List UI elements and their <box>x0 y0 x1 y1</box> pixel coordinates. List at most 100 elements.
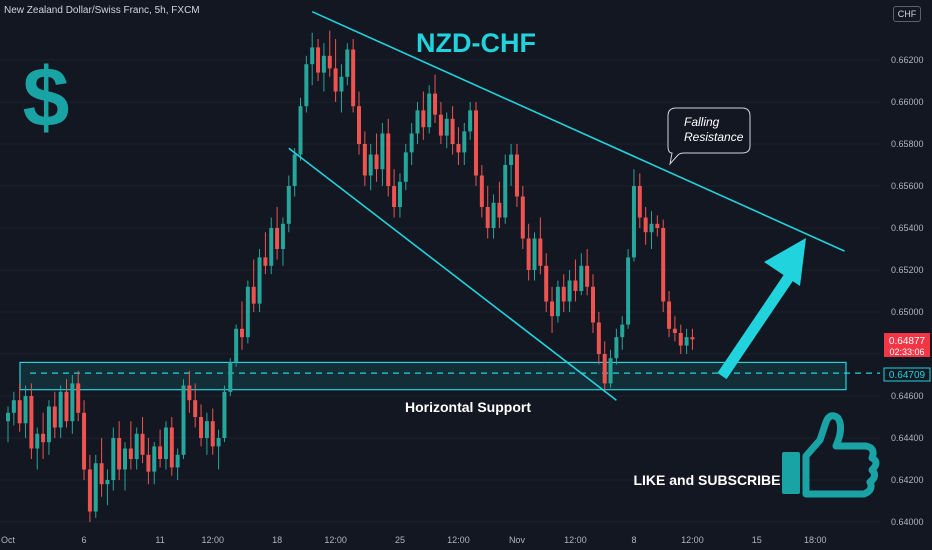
candle-1 <box>11 400 16 413</box>
candle-36 <box>216 438 221 447</box>
grid-lines <box>0 59 880 523</box>
candle-56 <box>333 68 338 92</box>
falling-support-line[interactable] <box>288 147 617 401</box>
x-tick-label: 12:00 <box>681 535 704 545</box>
candle-80 <box>474 110 478 176</box>
candle-29 <box>175 454 180 468</box>
candle-42 <box>251 286 256 304</box>
candle-97 <box>573 280 578 291</box>
candle-66 <box>392 186 397 207</box>
candle-34 <box>204 421 209 438</box>
candle-81 <box>479 175 484 207</box>
candle-73 <box>433 93 438 115</box>
candle-82 <box>485 207 490 228</box>
countdown-value: 02:33:06 <box>889 347 924 357</box>
candle-15 <box>93 463 98 512</box>
candle-9 <box>58 391 63 428</box>
candle-102 <box>602 354 607 384</box>
candle-4 <box>29 396 34 449</box>
candle-6 <box>41 433 46 443</box>
candle-41 <box>245 286 250 338</box>
y-tick-label: 0.66200 <box>891 55 924 65</box>
candle-63 <box>374 154 379 170</box>
candle-68 <box>403 152 408 182</box>
y-tick-label: 0.65000 <box>891 307 924 317</box>
candle-89 <box>526 238 531 270</box>
candle-8 <box>52 406 57 428</box>
last-price-tag: 0.64877 02:33:06 <box>884 333 930 357</box>
time-axis[interactable]: Oct 6 11 12:00 18 12:00 25 12:00 Nov 12:00 8 12:00 1… <box>1 535 827 545</box>
falling-resistance-line[interactable] <box>311 10 845 252</box>
candle-116 <box>684 337 689 346</box>
y-tick-label: 0.65600 <box>891 181 924 191</box>
candle-91 <box>538 238 543 266</box>
candle-45 <box>269 228 274 266</box>
candle-117 <box>690 337 695 340</box>
candle-23 <box>140 433 145 455</box>
chart-title: NZD-CHF <box>416 28 536 58</box>
candle-59 <box>351 49 356 107</box>
callout-line-2: Resistance <box>684 130 744 144</box>
candle-100 <box>591 286 595 323</box>
candle-49 <box>292 154 297 186</box>
candle-95 <box>561 286 566 302</box>
candle-65 <box>386 133 391 186</box>
candle-108 <box>637 186 642 218</box>
x-tick-label: 6 <box>82 535 87 545</box>
horizontal-support-label: Horizontal Support <box>405 399 531 415</box>
candle-104 <box>614 337 619 359</box>
candle-24 <box>146 454 151 472</box>
candle-78 <box>462 131 467 153</box>
candle-60 <box>357 106 361 144</box>
x-tick-label: 12:00 <box>564 535 587 545</box>
candle-98 <box>579 265 584 291</box>
candle-79 <box>468 110 473 132</box>
candle-3 <box>23 396 28 424</box>
candle-110 <box>649 223 654 233</box>
candle-106 <box>626 257 631 325</box>
y-tick-label: 0.64200 <box>891 475 924 485</box>
candle-37 <box>222 391 227 438</box>
candle-94 <box>555 286 560 317</box>
y-tick-label: 0.66000 <box>891 97 924 107</box>
y-tick-label: 0.65800 <box>891 139 924 149</box>
candle-48 <box>286 186 291 224</box>
candle-22 <box>134 433 139 459</box>
candle-43 <box>257 257 262 304</box>
candle-17 <box>105 480 110 485</box>
candle-84 <box>497 202 502 218</box>
y-tick-label: 0.64400 <box>891 433 924 443</box>
candle-40 <box>240 328 244 338</box>
candle-101 <box>596 322 601 354</box>
candle-14 <box>87 469 92 512</box>
candle-76 <box>450 118 455 144</box>
y-tick-label: 0.65200 <box>891 265 924 275</box>
currency-badge[interactable]: CHF <box>893 6 921 22</box>
candle-58 <box>345 49 350 77</box>
candle-87 <box>514 154 519 197</box>
candle-27 <box>163 427 168 459</box>
level-price-tag: 0.64709 <box>883 367 931 382</box>
candle-61 <box>362 144 367 176</box>
candle-7 <box>46 406 51 443</box>
candle-113 <box>667 301 672 329</box>
candle-54 <box>321 55 326 73</box>
x-tick-label: 15 <box>752 535 762 545</box>
x-tick-label: 12:00 <box>324 535 347 545</box>
horizontal-support-zone[interactable] <box>19 361 847 391</box>
candle-92 <box>544 265 549 302</box>
arrow-up-icon <box>717 238 806 380</box>
candle-51 <box>304 64 309 107</box>
thumbs-up-icon <box>782 412 880 498</box>
y-tick-label: 0.64600 <box>891 391 924 401</box>
candle-28 <box>169 427 174 468</box>
candle-5 <box>35 433 40 449</box>
x-tick-label: 25 <box>395 535 405 545</box>
x-tick-label: 12:00 <box>447 535 470 545</box>
callout-line-1: Falling <box>684 115 720 129</box>
y-tick-label: 0.64000 <box>891 517 924 527</box>
candle-13 <box>82 412 87 470</box>
candle-31 <box>187 385 192 401</box>
candle-86 <box>509 154 514 165</box>
